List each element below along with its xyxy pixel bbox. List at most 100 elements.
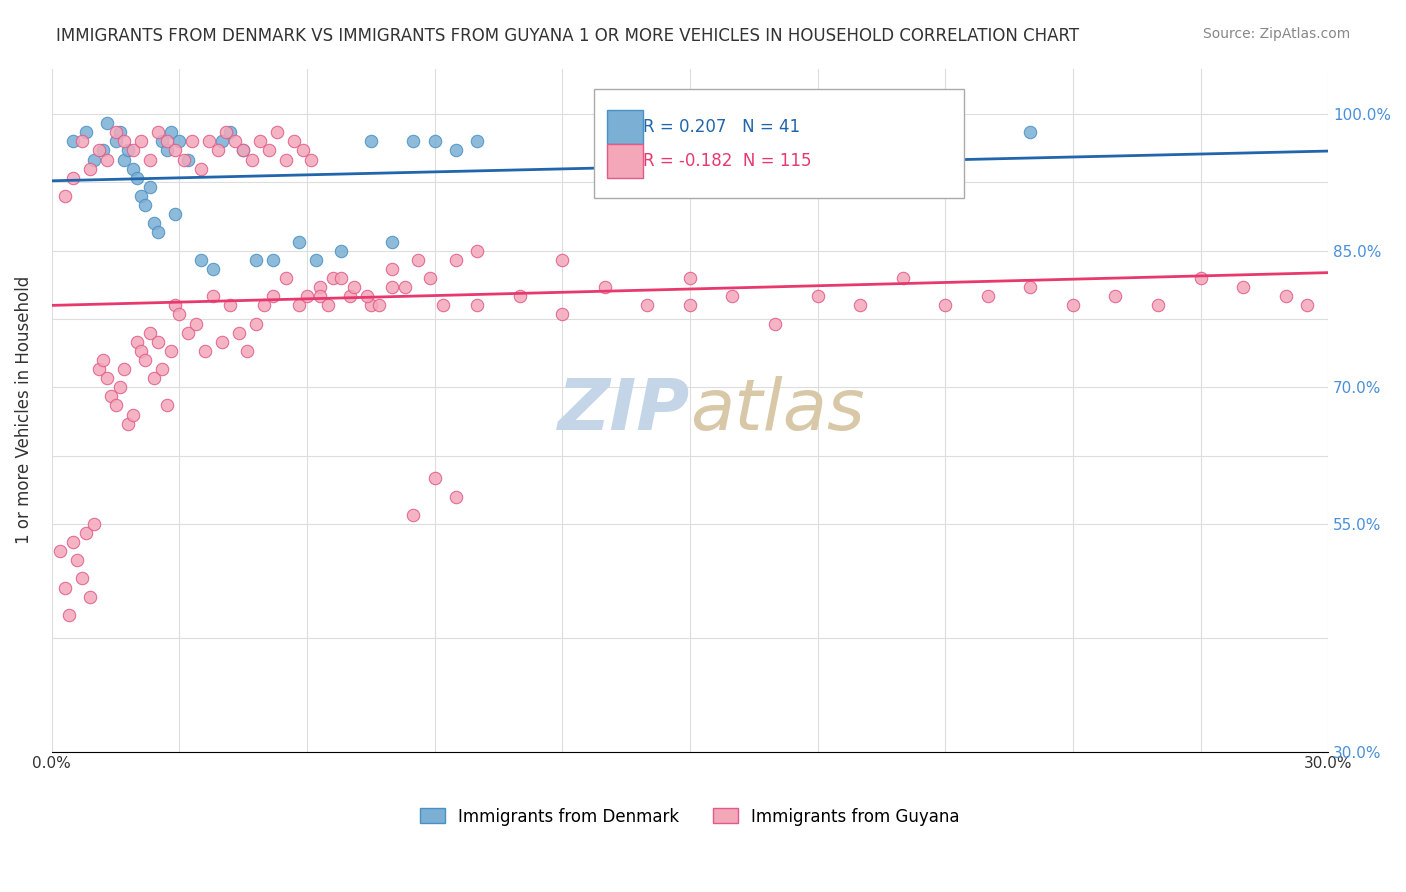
Point: [96, 116, 118, 130]
Point: [308, 289, 330, 303]
Point: [117, 417, 139, 431]
Point: [138, 180, 160, 194]
Text: IMMIGRANTS FROM DENMARK VS IMMIGRANTS FROM GUYANA 1 OR MORE VEHICLES IN HOUSEHOL: IMMIGRANTS FROM DENMARK VS IMMIGRANTS FR…: [56, 27, 1080, 45]
Point: [304, 252, 326, 267]
Point: [134, 198, 156, 212]
Point: [169, 307, 191, 321]
Point: [134, 353, 156, 368]
Point: [142, 216, 165, 230]
Point: [1147, 298, 1170, 312]
Point: [112, 153, 135, 167]
Point: [211, 134, 233, 148]
Point: [146, 334, 169, 349]
Y-axis label: 1 or more Vehicles in Household: 1 or more Vehicles in Household: [15, 276, 32, 544]
Point: [274, 271, 297, 285]
Point: [53, 581, 76, 595]
Point: [121, 161, 143, 176]
Point: [219, 125, 242, 139]
Point: [125, 170, 148, 185]
Point: [177, 326, 200, 340]
Point: [75, 525, 97, 540]
Point: [117, 144, 139, 158]
Point: [70, 572, 93, 586]
Point: [62, 535, 84, 549]
Point: [891, 271, 914, 285]
Point: [262, 252, 284, 267]
Point: [291, 144, 314, 158]
Point: [295, 289, 318, 303]
Point: [1189, 271, 1212, 285]
Point: [58, 607, 80, 622]
Point: [219, 298, 242, 312]
Point: [1019, 125, 1042, 139]
Point: [465, 298, 488, 312]
Point: [165, 207, 187, 221]
Point: [423, 134, 446, 148]
Point: [215, 125, 238, 139]
Point: [368, 298, 391, 312]
FancyBboxPatch shape: [607, 144, 643, 178]
Point: [190, 252, 212, 267]
Point: [96, 153, 118, 167]
Point: [266, 125, 288, 139]
Point: [1104, 289, 1126, 303]
Point: [465, 244, 488, 258]
Point: [360, 134, 382, 148]
Point: [394, 280, 416, 294]
Point: [287, 298, 309, 312]
Point: [402, 134, 425, 148]
Point: [224, 134, 246, 148]
Point: [156, 144, 179, 158]
Point: [679, 298, 702, 312]
Point: [70, 134, 93, 148]
Point: [636, 134, 658, 148]
Point: [245, 317, 267, 331]
Point: [274, 153, 297, 167]
Point: [444, 490, 467, 504]
Point: [444, 252, 467, 267]
Point: [83, 516, 105, 531]
Point: [104, 125, 127, 139]
Point: [129, 343, 152, 358]
Point: [129, 189, 152, 203]
Point: [322, 271, 344, 285]
Point: [125, 334, 148, 349]
Point: [249, 134, 271, 148]
Point: [257, 144, 280, 158]
Point: [240, 153, 263, 167]
Point: [381, 235, 404, 249]
Point: [339, 289, 361, 303]
Point: [262, 289, 284, 303]
Point: [198, 134, 221, 148]
Point: [763, 317, 786, 331]
Point: [53, 189, 76, 203]
Point: [108, 125, 131, 139]
Point: [679, 271, 702, 285]
Point: [636, 298, 658, 312]
Point: [104, 399, 127, 413]
Point: [679, 134, 702, 148]
Point: [283, 134, 305, 148]
Point: [96, 371, 118, 385]
Point: [402, 508, 425, 522]
Point: [121, 144, 143, 158]
Point: [190, 161, 212, 176]
Point: [66, 553, 89, 567]
Point: [79, 590, 101, 604]
Point: [308, 280, 330, 294]
Point: [91, 144, 114, 158]
Point: [146, 226, 169, 240]
Point: [160, 343, 183, 358]
Point: [186, 317, 208, 331]
Point: [129, 134, 152, 148]
Point: [381, 261, 404, 276]
Point: [91, 353, 114, 368]
Point: [343, 280, 366, 294]
Point: [75, 125, 97, 139]
Point: [150, 362, 173, 376]
Point: [138, 153, 160, 167]
Point: [253, 298, 276, 312]
Point: [721, 289, 744, 303]
Point: [211, 334, 233, 349]
Point: [112, 134, 135, 148]
